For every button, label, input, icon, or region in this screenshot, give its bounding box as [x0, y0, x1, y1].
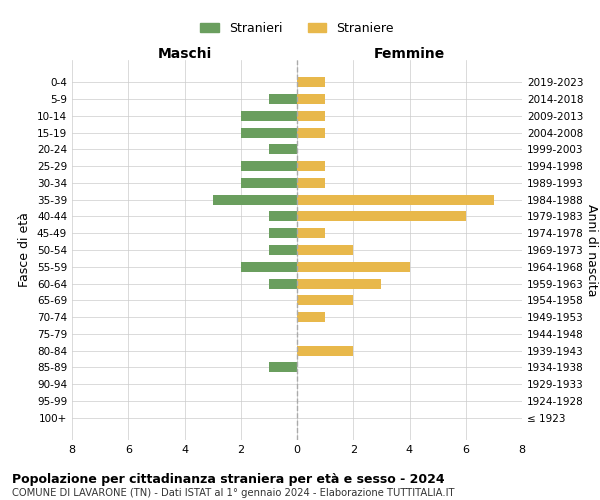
Bar — [297, 178, 325, 188]
Y-axis label: Anni di nascita: Anni di nascita — [584, 204, 598, 296]
Bar — [297, 111, 325, 121]
Bar — [241, 111, 297, 121]
Bar — [269, 212, 297, 222]
Bar — [297, 94, 325, 104]
Text: Femmine: Femmine — [374, 46, 445, 60]
Bar — [241, 128, 297, 138]
Legend: Stranieri, Straniere: Stranieri, Straniere — [195, 17, 399, 40]
Bar — [269, 144, 297, 154]
Text: COMUNE DI LAVARONE (TN) - Dati ISTAT al 1° gennaio 2024 - Elaborazione TUTTITALI: COMUNE DI LAVARONE (TN) - Dati ISTAT al … — [12, 488, 455, 498]
Bar — [269, 228, 297, 238]
Bar — [212, 194, 297, 204]
Bar — [297, 78, 325, 88]
Bar — [297, 161, 325, 171]
Bar — [297, 262, 409, 272]
Bar — [241, 262, 297, 272]
Y-axis label: Fasce di età: Fasce di età — [19, 212, 31, 288]
Bar — [297, 194, 494, 204]
Bar — [297, 278, 382, 288]
Bar — [297, 228, 325, 238]
Bar — [241, 178, 297, 188]
Bar — [297, 296, 353, 306]
Text: Maschi: Maschi — [157, 46, 212, 60]
Bar — [297, 245, 353, 255]
Bar — [269, 362, 297, 372]
Bar — [297, 346, 353, 356]
Text: Popolazione per cittadinanza straniera per età e sesso - 2024: Popolazione per cittadinanza straniera p… — [12, 472, 445, 486]
Bar — [297, 212, 466, 222]
Bar — [241, 161, 297, 171]
Bar — [297, 312, 325, 322]
Bar — [269, 94, 297, 104]
Bar — [269, 245, 297, 255]
Bar — [297, 128, 325, 138]
Bar — [269, 278, 297, 288]
